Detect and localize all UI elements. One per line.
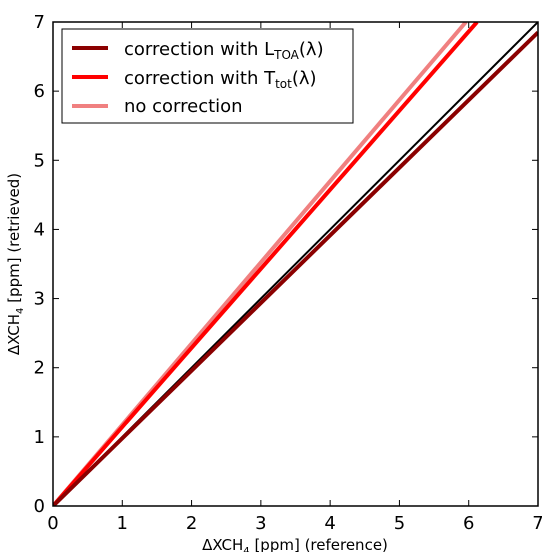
y-tick-label: 2: [34, 358, 45, 379]
y-tick-label: 4: [34, 219, 45, 240]
x-tick-label: 1: [117, 513, 128, 534]
plot-frame: [52, 21, 539, 507]
series-line-t-tot: [53, 22, 479, 506]
series-line-l-toa: [53, 30, 538, 506]
series-layer: [53, 22, 538, 506]
legend: correction with LTOA(λ) correction with …: [61, 28, 354, 124]
y-axis-label: ΔXCH4 [ppm] (retrieved): [5, 173, 26, 355]
legend-box: [61, 28, 354, 124]
x-tick-label: 3: [255, 513, 266, 534]
y-tick-label: 1: [34, 427, 45, 448]
x-tick-label: 0: [47, 513, 58, 534]
x-tick-label: 5: [394, 513, 405, 534]
y-tick-label: 0: [34, 496, 45, 517]
x-tick-label: 6: [463, 513, 474, 534]
x-axis-label: ΔXCH4 [ppm] (reference): [202, 536, 388, 552]
tick-layer: 0 1 2 3 4 5 6 7 0 1 2 3 4 5 6 7: [34, 12, 542, 534]
legend-label-t-tot: correction with Ttot(λ): [124, 68, 317, 91]
x-tick-label: 4: [324, 513, 335, 534]
legend-label-no-correction: no correction: [124, 96, 243, 117]
x-tick-label: 2: [186, 513, 197, 534]
x-tick-label: 7: [532, 513, 542, 534]
legend-label-l-toa: correction with LTOA(λ): [124, 39, 324, 62]
y-tick-label: 3: [34, 289, 45, 310]
y-tick-label: 7: [34, 12, 45, 33]
y-tick-label: 6: [34, 81, 45, 102]
y-tick-label: 5: [34, 150, 45, 171]
